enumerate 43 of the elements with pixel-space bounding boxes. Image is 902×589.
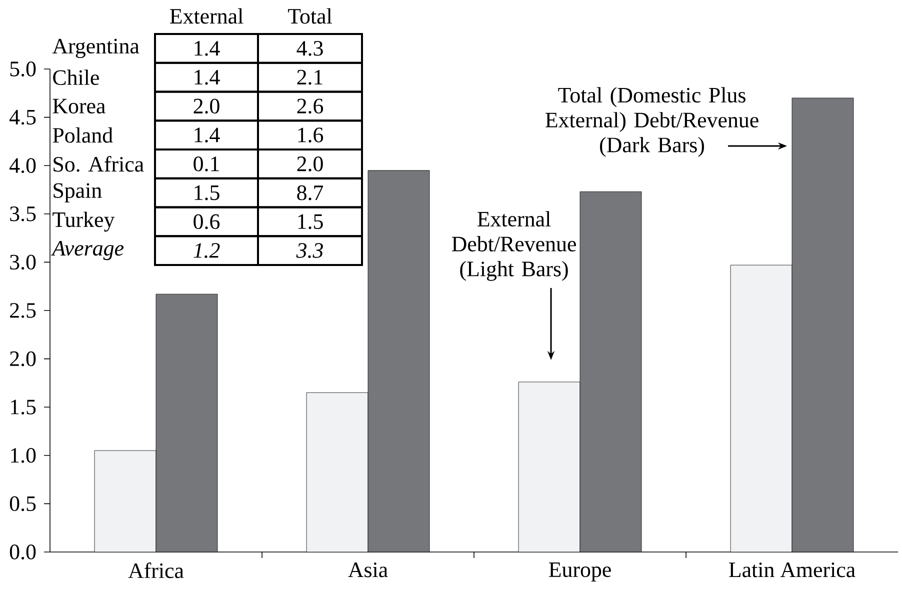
annotation: 1.4 [194,70,220,85]
y-tick-label: 3.0 [10,254,36,270]
x-tick-label: Africa [128,562,184,578]
x-tick-label: Latin America [729,562,856,578]
annotation: Turkey [52,212,115,232]
y-tick-label: 4.0 [10,158,36,174]
y-tick-label: 4.5 [10,110,36,125]
annotation: External Debt/Revenue (Light Bars) [452,211,576,281]
x-tick-label: Europe [548,562,611,582]
y-tick-label: 3.5 [10,206,36,222]
annotation: 1.2 [194,243,220,258]
annotation: Average [50,240,124,260]
x-tick-label: Asia [348,562,388,578]
y-tick-label: 2.0 [10,351,36,366]
text: Total [288,8,332,24]
y-tick-label: 0.5 [10,496,36,512]
annotation: 2.6 [297,98,324,114]
annotation: 2.1 [297,70,322,85]
annotation: So. Africa [54,156,144,172]
annotation: 3.3 [296,243,323,258]
annotation: 1.6 [298,128,324,142]
annotation: Korea [52,98,106,114]
annotation: 0.1 [194,156,219,172]
annotation: 1.5 [194,185,220,200]
text: External [170,8,244,24]
text: 4.3 [296,41,323,56]
y-tick-label: 0.0 [10,544,36,560]
text: 1.4 [194,41,220,56]
annotation: 1.4 [194,128,220,142]
y-tick-label: 2.5 [10,303,36,318]
annotation: Spain [54,183,102,202]
annotation: 2.0 [194,98,220,114]
annotation: 0.6 [194,214,220,230]
text: Argentina [52,38,140,58]
y-tick-label: 1.5 [11,400,36,414]
annotation: Total (Domestic Plus External) Debt/Revenue (Dark Bars) [546,87,758,157]
annotation: 1.5 [298,214,323,230]
y-tick-label: 1.0 [11,448,36,463]
annotation: 2.0 [297,156,323,172]
annotation: 8.7 [297,185,324,200]
annotation: Poland [52,127,113,143]
annotation: Chile [53,70,99,86]
y-tick-label: 5.0 [10,62,36,76]
